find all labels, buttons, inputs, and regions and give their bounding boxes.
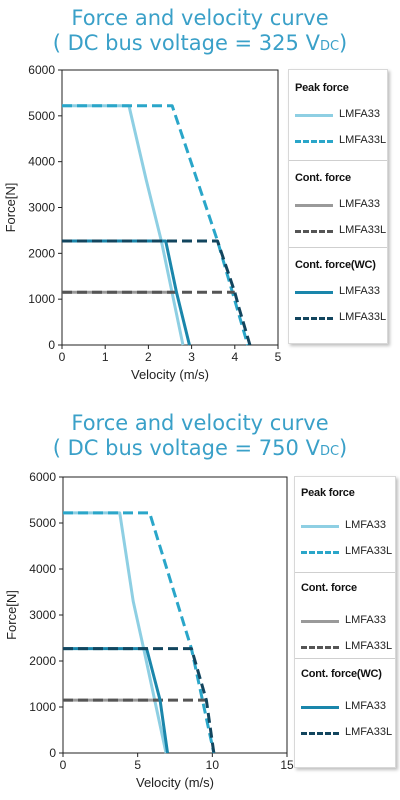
chart-1-legend-item: LMFA33 xyxy=(293,198,387,212)
chart-1-y-tick-label: 3000 xyxy=(28,201,55,215)
chart-2-title-line1: Force and velocity curve xyxy=(71,411,329,435)
chart-1-x-tick-label: 0 xyxy=(59,350,66,364)
chart-1-legend-group: Peak force LMFA33 LMFA33L xyxy=(289,70,387,161)
chart-1-x-tick-label: 1 xyxy=(102,350,109,364)
chart-2-y-tick-label: 4000 xyxy=(29,562,56,576)
chart-1-legend-item: LMFA33L xyxy=(293,311,387,325)
chart-2-legend-swatch xyxy=(301,551,339,554)
chart-1-y-tick-label: 6000 xyxy=(28,63,55,77)
chart-1-plot: 0 1000 2000 3000 4000 5000 6000 0 1 2 3 4 5 Velocity … xyxy=(3,63,282,382)
chart-2-y-tick-label: 2000 xyxy=(29,654,56,668)
chart-1-legend-item: LMFA33 xyxy=(293,285,387,299)
chart-1-legend-heading: Peak force xyxy=(295,82,349,94)
chart-2-plot-frame xyxy=(62,476,288,754)
chart-1-legend-label: LMFA33 xyxy=(339,198,380,210)
chart-1-legend-label: LMFA33L xyxy=(339,311,387,323)
chart-1-x-tick-label: 3 xyxy=(188,350,195,364)
chart-1-legend-label: LMFA33 xyxy=(339,285,380,297)
chart-2-legend-label: LMFA33 xyxy=(345,519,386,531)
chart-2-y-tick-label: 5000 xyxy=(29,516,56,530)
chart-2-legend-item: LMFA33 xyxy=(299,614,395,628)
chart-2-x-tick-label: 15 xyxy=(280,758,294,772)
chart-2-x-axis-label: Velocity (m/s) xyxy=(136,775,214,790)
chart-1-legend-label: LMFA33L xyxy=(339,134,387,146)
chart-2-legend-heading: Cont. force xyxy=(301,582,357,594)
chart-1-legend-label: LMFA33L xyxy=(339,224,387,236)
chart-2-legend-swatch xyxy=(301,525,339,528)
chart-1-y-axis-label: Force[N] xyxy=(3,183,18,233)
chart-2-legend-group: Cont. force(WC) LMFA33 LMFA33L xyxy=(295,658,395,767)
chart-1-y-tick-label: 1000 xyxy=(28,292,55,306)
chart-1-legend-swatch xyxy=(295,291,333,294)
chart-1-x-tick-label: 5 xyxy=(275,350,282,364)
chart-1-legend-group: Cont. force(WC) LMFA33 LMFA33L xyxy=(289,247,387,343)
chart-1-legend-swatch xyxy=(295,204,333,207)
chart-2-y-tick-label: 6000 xyxy=(29,470,56,484)
chart-1-legend-heading: Cont. force xyxy=(295,172,351,184)
chart-2-x-tick-label: 10 xyxy=(206,758,220,772)
chart-1-legend-group: Cont. force LMFA33 LMFA33L xyxy=(289,160,387,248)
chart-1-y-tick-label: 5000 xyxy=(28,109,55,123)
chart-2-y-tick-label: 3000 xyxy=(29,608,56,622)
chart-1-legend-swatch xyxy=(295,317,333,320)
chart-1-legend-item: LMFA33L xyxy=(293,134,387,148)
chart-1-legend-heading: Cont. force(WC) xyxy=(295,259,376,271)
chart-2-legend-swatch xyxy=(301,646,339,649)
chart-2-y-tick-label: 0 xyxy=(49,746,56,760)
chart-2-legend-item: LMFA33L xyxy=(299,545,395,559)
chart-2-title: Force and velocity curve ( DC bus voltag… xyxy=(0,411,400,464)
chart-1-x-tick-label: 2 xyxy=(145,350,152,364)
chart-2-x-tick-label: 0 xyxy=(60,758,67,772)
chart-2-legend-label: LMFA33 xyxy=(345,700,386,712)
chart-1-legend-item: LMFA33L xyxy=(293,224,387,238)
chart-2-legend-swatch xyxy=(301,732,339,735)
chart-1-legend-swatch xyxy=(295,140,333,143)
chart-1-legend-item: LMFA33 xyxy=(293,108,387,122)
chart-2-legend-label: LMFA33L xyxy=(345,545,393,557)
chart-1-title-line1: Force and velocity curve xyxy=(71,6,329,30)
chart-2-legend: Peak force LMFA33 LMFA33L Cont. force LMFA33… xyxy=(294,476,396,768)
chart-2-series-peak-force-lmfa33 xyxy=(63,511,168,754)
chart-2-legend-label: LMFA33L xyxy=(345,640,393,652)
chart-2-legend-item: LMFA33 xyxy=(299,519,395,533)
chart-1-y-tick-label: 0 xyxy=(48,338,55,352)
chart-2-series-peak-force-lmfa33l xyxy=(63,511,216,754)
chart-1-legend-swatch xyxy=(295,230,333,233)
chart-2-legend-group: Peak force LMFA33 LMFA33L xyxy=(295,477,395,573)
chart-1-x-tick-label: 4 xyxy=(231,350,238,364)
chart-2-series-cont-force-wc-lmfa33 xyxy=(63,647,170,754)
chart-1-x-axis-label: Velocity (m/s) xyxy=(131,367,209,382)
chart-1-title-line2: ( DC bus voltage = 325 VDC) xyxy=(52,31,348,55)
chart-2-legend-item: LMFA33 xyxy=(299,700,395,714)
chart-1-legend-swatch xyxy=(295,114,333,117)
chart-2-legend-label: LMFA33L xyxy=(345,726,393,738)
chart-1-legend-label: LMFA33 xyxy=(339,108,380,120)
chart-2-y-tick-label: 1000 xyxy=(29,700,56,714)
chart-2-legend-swatch xyxy=(301,706,339,709)
chart-2-legend-item: LMFA33L xyxy=(299,640,395,654)
chart-1-y-tick-label: 2000 xyxy=(28,246,55,260)
chart-2-series-cont-force-wc-lmfa33l xyxy=(63,647,216,754)
chart-1-legend: Peak force LMFA33 LMFA33L Cont. force LMFA33… xyxy=(288,69,388,344)
chart-2-legend-group: Cont. force LMFA33 LMFA33L xyxy=(295,572,395,659)
chart-2-legend-item: LMFA33L xyxy=(299,726,395,740)
chart-1-title: Force and velocity curve ( DC bus voltag… xyxy=(0,6,400,59)
chart-1-y-tick-label: 4000 xyxy=(28,155,55,169)
chart-2-legend-heading: Peak force xyxy=(301,487,355,499)
chart-1-series-peak-force-lmfa33 xyxy=(62,104,185,346)
chart-2-legend-label: LMFA33 xyxy=(345,614,386,626)
chart-2-title-line2: ( DC bus voltage = 750 VDC) xyxy=(52,436,348,460)
chart-2-legend-swatch xyxy=(301,620,339,623)
chart-2-legend-heading: Cont. force(WC) xyxy=(301,668,382,680)
chart-2-y-axis-label: Force[N] xyxy=(4,590,19,640)
chart-2-x-tick-label: 5 xyxy=(134,758,141,772)
